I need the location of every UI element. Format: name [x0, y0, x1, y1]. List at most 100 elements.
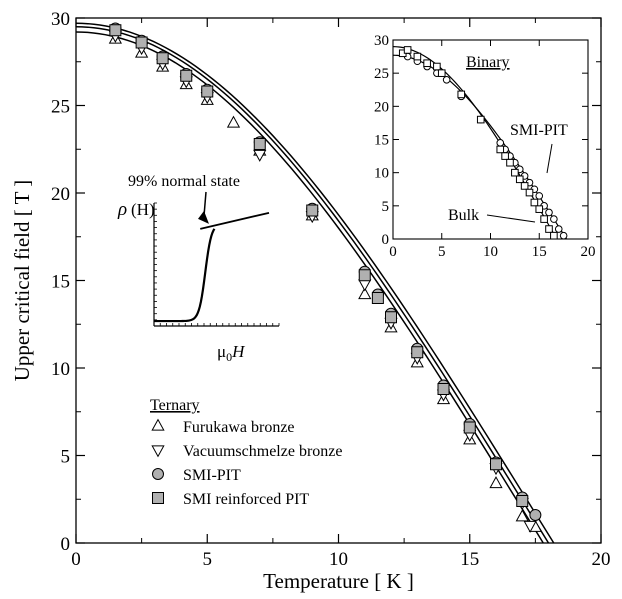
binary-inset-frame: [392, 39, 589, 240]
legend-marker-vacuumschmelze: [151, 445, 165, 458]
data-point-vacuumschmelze: [358, 279, 372, 292]
binary-inset-pointer-smi-pit: [546, 143, 553, 174]
binary-point-circle: [496, 139, 505, 147]
data-point-smi_reinforced: [490, 458, 502, 471]
data-point-smi_reinforced: [156, 52, 169, 65]
binary-x-tick-label: 15: [532, 244, 547, 260]
main-fit-curves: [75, 22, 555, 544]
binary-point-circle: [550, 215, 558, 223]
data-point-smi_reinforced: [109, 24, 122, 37]
binary-point-square: [496, 145, 505, 154]
data-point-furukawa: [226, 115, 241, 128]
rho-transition-curve: [154, 228, 216, 323]
y-tick-label: 0: [61, 534, 71, 555]
y-tick-label: 30: [51, 9, 70, 30]
rho-inset-ylabel-symbol: ρ: [117, 199, 127, 220]
binary-point-square: [476, 115, 485, 124]
resistivity-inset: ρ (H) 99% normal state μ0H: [117, 173, 280, 364]
data-point-vacuumschmelze: [523, 520, 537, 533]
rho-inset-xlabel: μ0H: [217, 342, 246, 364]
x-tick-label: 5: [203, 549, 213, 570]
legend: Ternary Furukawa bronze Vacuumschmelze br…: [150, 397, 342, 508]
binary-point-square: [515, 175, 524, 184]
binary-x-tick-label: 20: [581, 244, 596, 260]
binary-inset-title: Binary: [466, 54, 510, 71]
y-tick-label: 20: [51, 184, 70, 205]
data-point-furukawa: [515, 509, 529, 522]
binary-inset: 0 5 10 15 20 0 5 10 15 20 25 30 Binary SMI-PIT Bulk: [374, 33, 596, 260]
binary-point-square: [423, 59, 431, 68]
binary-point-square: [530, 198, 539, 207]
binary-point-square: [433, 62, 441, 71]
y-axis-label: Upper critical field [ T ]: [10, 180, 34, 382]
binary-inset-markers: [398, 46, 568, 240]
data-point-smi_reinforced: [437, 383, 450, 395]
data-point-smi_reinforced: [516, 495, 529, 507]
rho-normal-state-line: [200, 211, 270, 230]
legend-marker-smi_reinforced: [152, 492, 164, 504]
rho-annotation-arrowhead: [198, 210, 209, 224]
binary-x-tick-label: 5: [438, 244, 446, 260]
binary-point-square: [437, 69, 446, 77]
data-point-smi_reinforced: [358, 269, 371, 282]
x-axis-label: Temperature [ K ]: [263, 569, 414, 593]
legend-label-smi_pit: SMI-PIT: [183, 467, 241, 484]
rho-inset-xlabel-sub: 0: [226, 350, 232, 364]
binary-y-tick-label: 10: [374, 166, 389, 182]
binary-point-square: [520, 182, 529, 190]
binary-y-tick-label: 0: [382, 232, 390, 248]
legend-label-furukawa: Furukawa bronze: [183, 419, 295, 436]
binary-point-square: [545, 225, 553, 233]
binary-inset-ticks: 0 5 10 15 20 0 5 10 15 20 25 30: [374, 33, 596, 260]
binary-point-square: [535, 205, 544, 213]
x-tick-label: 20: [592, 549, 611, 570]
data-point-vacuumschmelze: [253, 149, 267, 162]
fit-curve: [75, 31, 544, 544]
data-point-furukawa: [358, 287, 372, 300]
legend-marker-furukawa: [151, 418, 165, 431]
binary-point-circle: [545, 208, 553, 217]
data-point-smi_reinforced: [253, 138, 266, 150]
binary-point-square: [511, 168, 519, 177]
binary-point-square: [413, 52, 422, 61]
data-point-smi_pit: [529, 509, 542, 521]
data-point-furukawa: [489, 476, 503, 489]
x-tick-label: 0: [71, 549, 81, 570]
y-tick-label: 5: [61, 447, 71, 468]
data-point-smi_reinforced: [371, 292, 384, 304]
rho-inset-xlabel-var: H: [231, 342, 246, 361]
legend-marker-smi_pit: [152, 468, 164, 480]
binary-inset-pointer-bulk: [486, 214, 536, 223]
fit-curve: [75, 22, 555, 544]
main-axis-ticks: 0 5 10 15 20 0 5 10 15 20 25 30: [51, 9, 611, 570]
legend-title: Ternary: [150, 397, 200, 414]
legend-entries: Furukawa bronze Vacuumschmelze bronze SMI-…: [151, 418, 342, 508]
fit-curve: [75, 26, 550, 544]
rho-inset-ylabel-arg: (H): [131, 200, 155, 219]
main-data-markers: [108, 22, 542, 533]
binary-point-circle: [559, 231, 568, 240]
binary-point-square: [501, 152, 509, 160]
rho-inset-annotation: 99% normal state: [128, 173, 240, 190]
data-point-smi_reinforced: [180, 69, 193, 82]
data-point-smi_reinforced: [306, 204, 319, 217]
data-point-smi_reinforced: [411, 346, 424, 359]
binary-y-tick-label: 20: [374, 99, 389, 115]
data-point-smi_reinforced: [135, 36, 148, 49]
binary-inset-label-smi-pit: SMI-PIT: [510, 122, 568, 139]
binary-point-circle: [442, 76, 451, 84]
binary-point-square: [457, 90, 466, 99]
y-tick-label: 15: [51, 272, 70, 293]
binary-point-square: [540, 215, 548, 223]
binary-point-square: [550, 231, 558, 240]
binary-inset-label-bulk: Bulk: [448, 207, 479, 224]
binary-point-circle: [535, 192, 544, 200]
binary-point-square: [403, 46, 412, 54]
binary-point-circle: [554, 225, 563, 233]
x-tick-label: 15: [460, 549, 479, 570]
binary-x-tick-label: 0: [389, 244, 397, 260]
data-point-smi_reinforced: [385, 311, 397, 324]
data-point-smi_reinforced: [201, 85, 214, 98]
data-point-smi_reinforced: [463, 421, 476, 434]
